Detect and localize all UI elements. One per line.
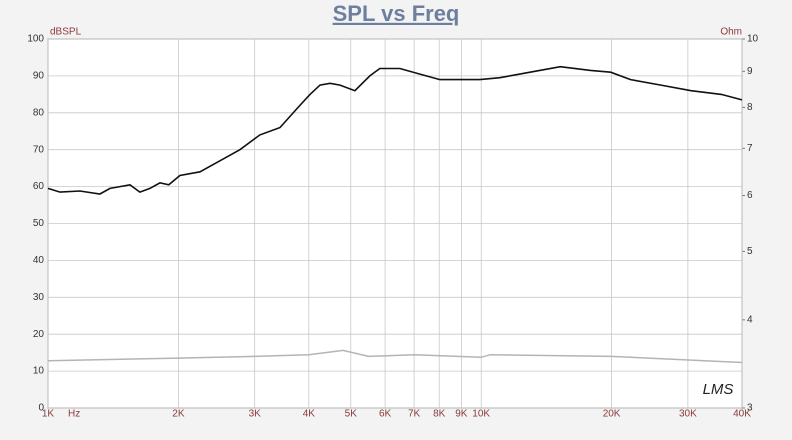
series-line [47, 65, 743, 195]
y-tick-label: 0 [38, 403, 44, 414]
logo: LMS [703, 381, 734, 398]
x-tick-label: 7K [408, 409, 421, 420]
x-tick-label: 1K [42, 409, 55, 420]
y2-tick-label: 7 [747, 143, 753, 154]
y2-tick-label: 3 [747, 403, 753, 414]
y-tick-label: 30 [33, 292, 45, 303]
y-tick-label: 20 [33, 329, 45, 340]
y-tick-label: 40 [33, 255, 45, 266]
y-tick-label: 80 [33, 107, 45, 118]
chart-title: SPL vs Freq [333, 1, 460, 26]
y2-tick-label: 9 [747, 66, 753, 77]
x-tick-label: 6K [379, 409, 392, 420]
x-tick-label: 2K [172, 409, 185, 420]
x-tick-label: 30K [679, 409, 697, 420]
y-tick-label: 60 [33, 181, 45, 192]
x-tick-label: 10K [472, 409, 490, 420]
x-tick-label: 9K [455, 409, 468, 420]
x-tick-label: 4K [303, 409, 316, 420]
y-tick-label: 50 [33, 218, 45, 229]
y-tick-label: 10 [33, 366, 45, 377]
y-tick-label: 100 [27, 34, 44, 45]
y2-tick-label: 6 [747, 190, 753, 201]
y2-tick-label: 5 [747, 246, 753, 257]
y2-tick-label: 4 [747, 314, 753, 325]
y2-tick-label: 8 [747, 102, 753, 113]
x-tick-label: 20K [603, 409, 621, 420]
x-axis-label: Hz [68, 409, 80, 420]
y-tick-label: 90 [33, 71, 45, 82]
x-tick-label: 5K [345, 409, 358, 420]
y2-axis-label: Ohm [720, 27, 742, 38]
series-line [47, 349, 743, 364]
y-tick-label: 70 [33, 144, 45, 155]
y-axis-label: dBSPL [50, 27, 82, 38]
x-tick-label: 3K [249, 409, 262, 420]
y2-tick-label: 10 [747, 34, 759, 45]
x-tick-label: 40K [733, 409, 751, 420]
x-tick-label: 8K [433, 409, 446, 420]
